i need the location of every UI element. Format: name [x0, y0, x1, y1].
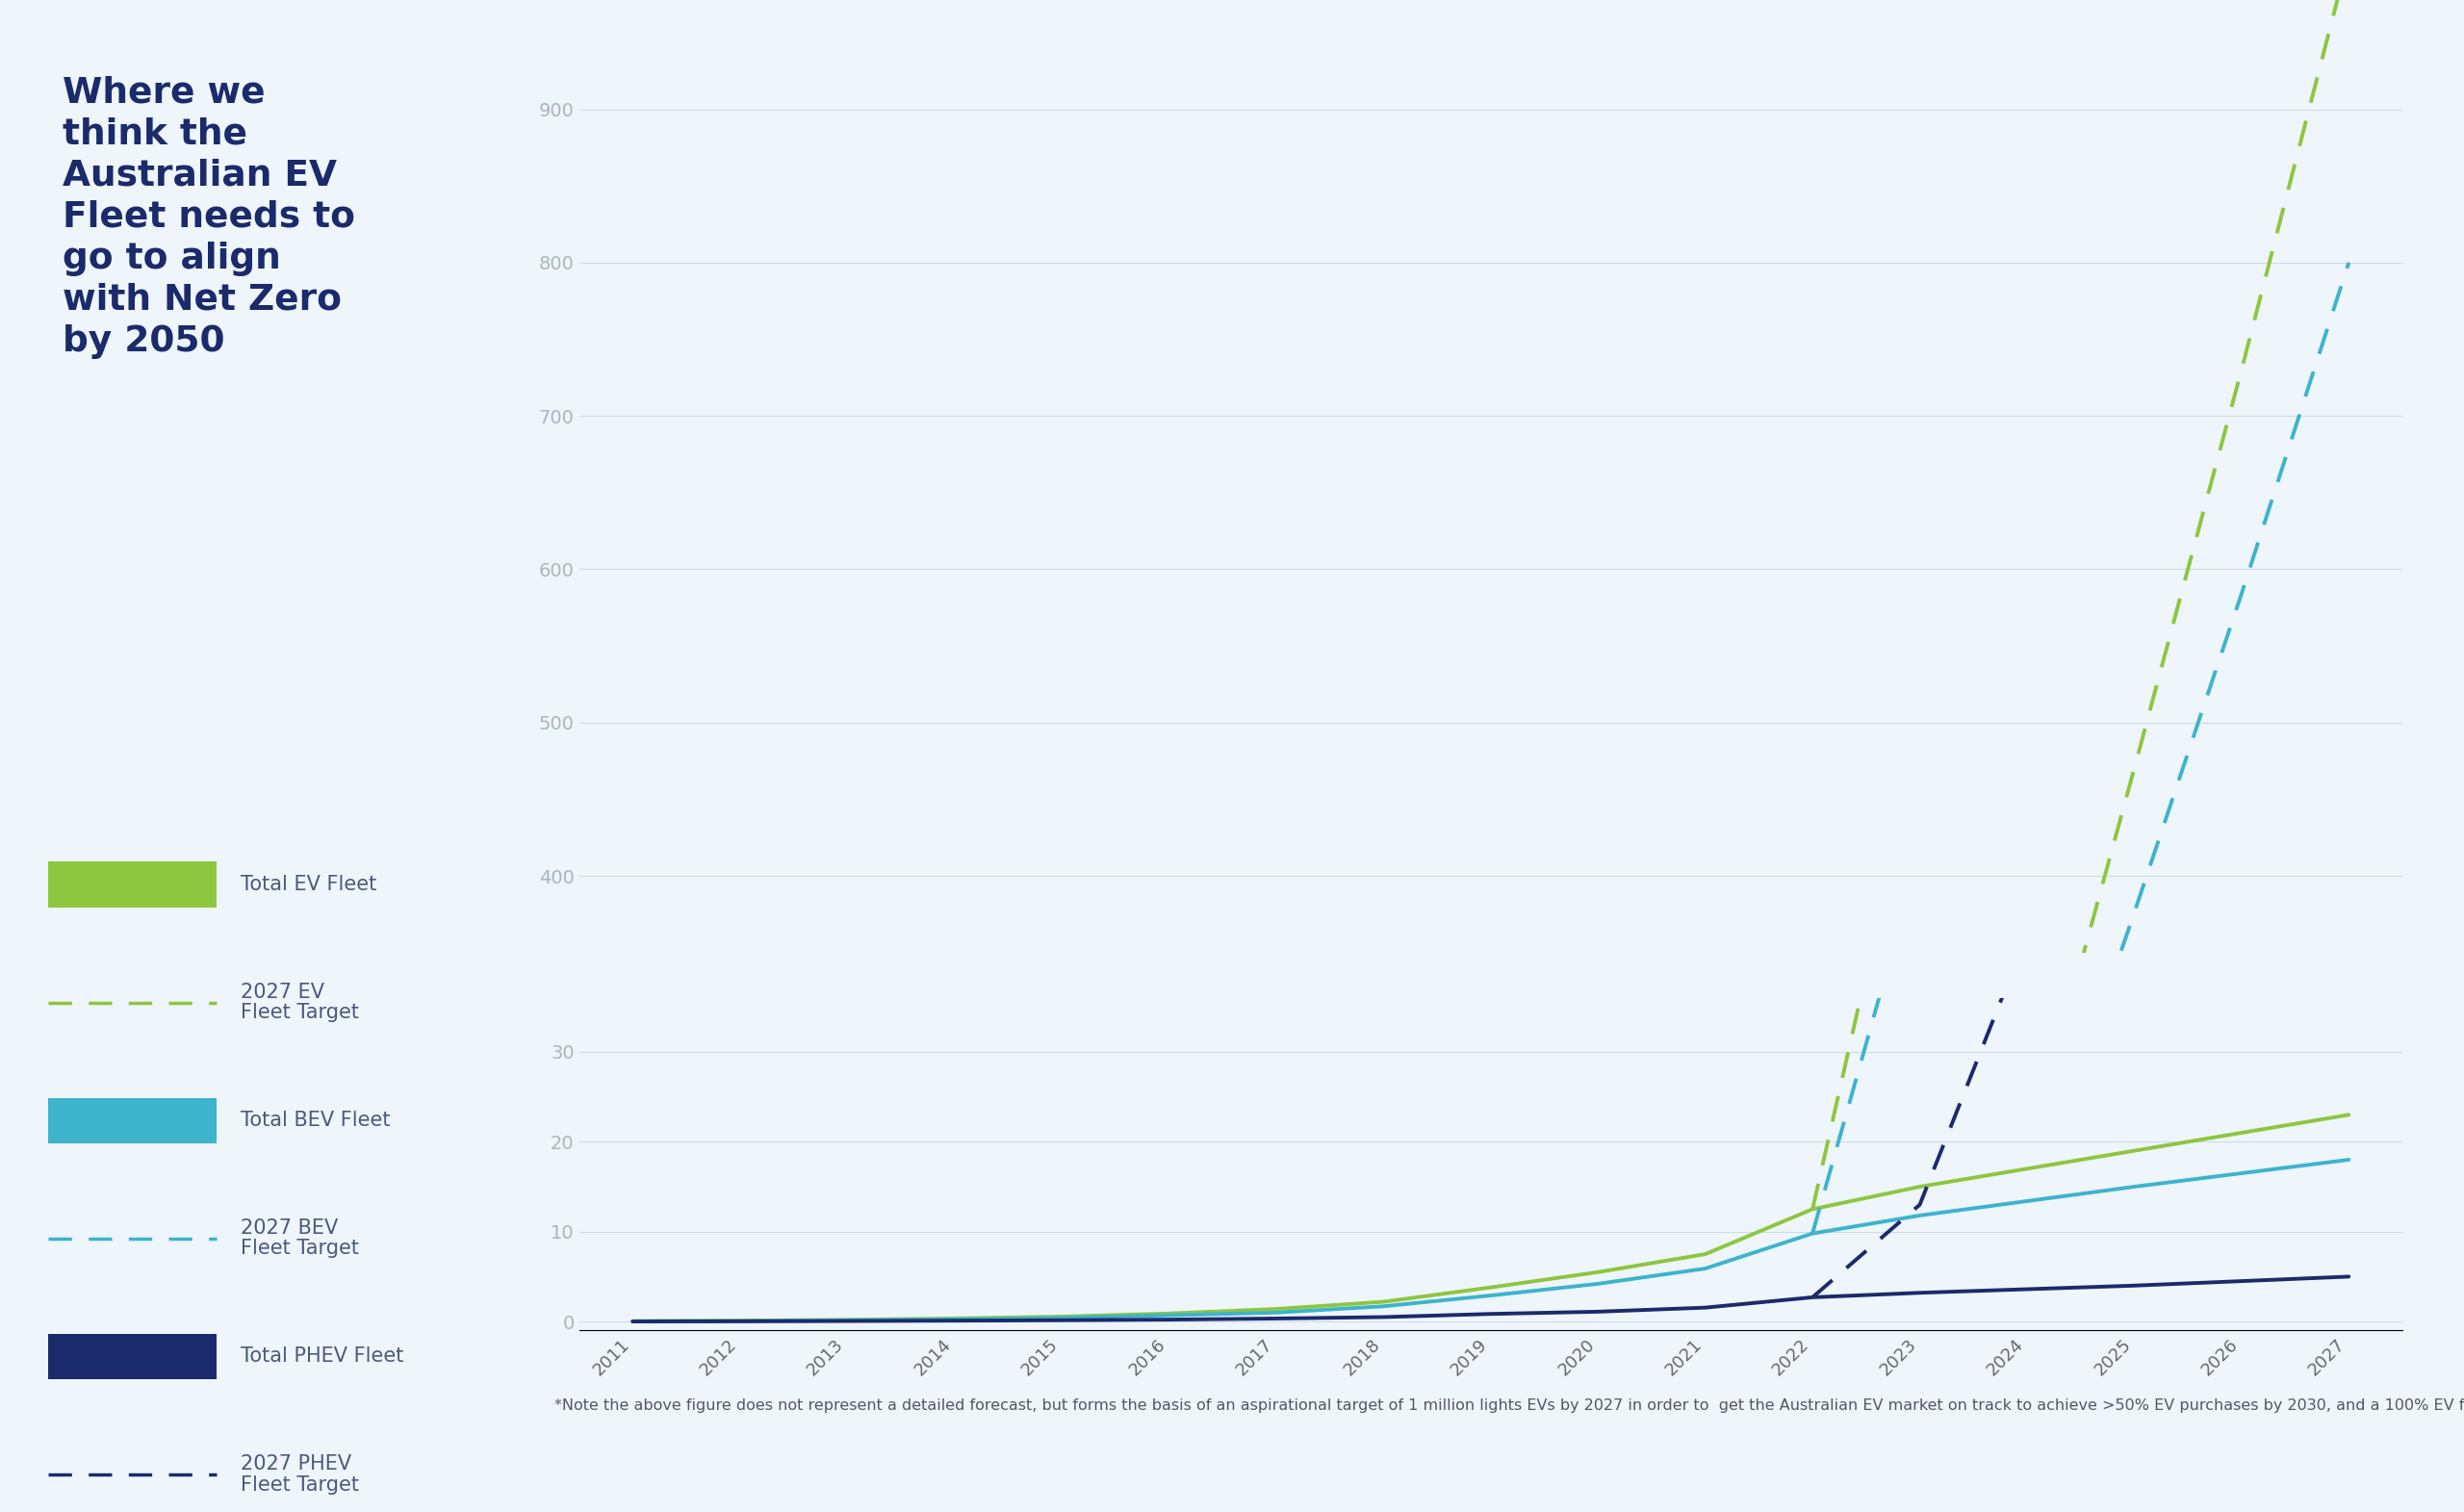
Text: Where we
think the
Australian EV
Fleet needs to
go to align
with Net Zero
by 205: Where we think the Australian EV Fleet n…	[62, 76, 355, 358]
Bar	[49, 1098, 217, 1143]
Bar	[49, 1334, 217, 1379]
Text: *Note the above figure does not represent a detailed forecast, but forms the bas: *Note the above figure does not represen…	[554, 1399, 2464, 1414]
Text: Total EV Fleet: Total EV Fleet	[241, 875, 377, 894]
Text: Total BEV Fleet: Total BEV Fleet	[241, 1111, 389, 1129]
Text: 2027 EV
Fleet Target: 2027 EV Fleet Target	[241, 983, 360, 1022]
Text: 2027 PHEV
Fleet Target: 2027 PHEV Fleet Target	[241, 1455, 360, 1494]
Bar	[49, 862, 217, 907]
Text: Total PHEV Fleet: Total PHEV Fleet	[241, 1347, 404, 1365]
Text: 2027 BEV
Fleet Target: 2027 BEV Fleet Target	[241, 1219, 360, 1258]
